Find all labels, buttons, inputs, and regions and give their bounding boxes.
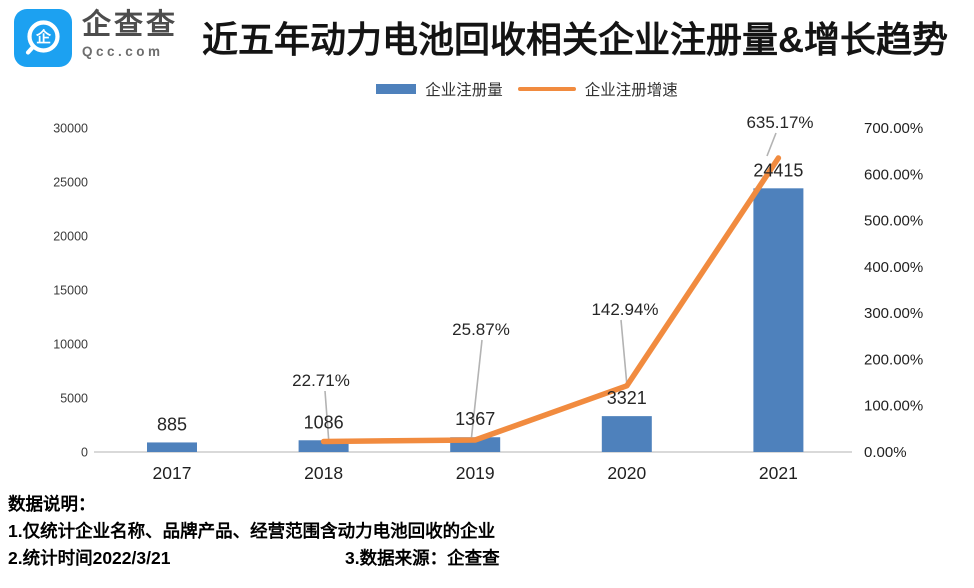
left-axis-tick-label: 15000 [53, 284, 88, 298]
left-axis-tick-label: 20000 [53, 230, 88, 244]
bar-2021 [753, 188, 804, 452]
right-axis-tick-label: 600.00% [864, 166, 923, 183]
logo-glyph: 企 [35, 28, 52, 46]
x-axis-label-2018: 2018 [304, 463, 343, 483]
bar-2017 [147, 442, 197, 452]
x-axis-label-2021: 2021 [759, 463, 798, 483]
label-leader-line [620, 319, 628, 387]
right-axis-tick-label: 100.00% [864, 398, 923, 415]
growth-rate-line [320, 155, 782, 445]
combo-chart: 0 5000 10000 15000 20000 25000 30000 0.00% 100.0… [53, 113, 923, 483]
left-axis-tick-label: 5000 [60, 392, 88, 406]
left-axis-tick-label: 30000 [53, 122, 88, 136]
brand-name: 企查查 [82, 9, 179, 41]
growth-value-label-2018: 22.71% [292, 371, 350, 390]
legend-line-swatch [517, 86, 576, 92]
growth-value-label-2020: 142.94% [591, 300, 658, 319]
bar-value-label-2020: 3321 [607, 388, 647, 408]
brand-domain: Qcc.com [82, 44, 164, 59]
footer-note-3: 3.数据来源：企查查 [345, 548, 500, 568]
legend-bar-swatch [376, 84, 417, 94]
footer-notes: 数据说明： 1.仅统计企业名称、品牌产品、经营范围含动力电池回收的企业 2.统计… [8, 491, 968, 572]
left-axis-tick-label: 10000 [53, 338, 88, 352]
bar-value-label-2019: 1367 [455, 409, 495, 429]
footer-line-3: 2.统计时间2022/3/21 3.数据来源：企查查 [8, 545, 968, 572]
right-axis-tick-label: 200.00% [864, 351, 923, 368]
brand: 企 企查查 Qcc.com [14, 9, 178, 67]
label-leader-line [470, 339, 483, 443]
label-leader-line [766, 132, 777, 157]
right-axis-tick-label: 400.00% [864, 259, 923, 276]
growth-value-label-2021: 635.17% [746, 113, 813, 132]
right-axis-tick-label: 0.00% [864, 444, 907, 461]
bar-value-label-2018: 1086 [304, 412, 344, 432]
bar-2020 [601, 416, 652, 452]
bar-2018 [298, 440, 349, 452]
footer-heading: 数据说明： [8, 494, 96, 514]
legend: 企业注册量 企业注册增速 [40, 78, 974, 100]
right-axis-tick-label: 500.00% [864, 213, 923, 230]
bar-value-label-2021: 24415 [753, 160, 803, 180]
right-axis-tick-label: 700.00% [864, 120, 923, 137]
x-axis-label-2019: 2019 [456, 463, 495, 483]
left-axis-tick-label: 25000 [53, 176, 88, 190]
qcc-logo-icon: 企 [14, 9, 72, 67]
legend-label-growth: 企业注册增速 [584, 82, 678, 99]
bar-value-label-2017: 885 [157, 414, 187, 434]
growth-value-label-2019: 25.87% [452, 320, 510, 339]
chart-title: 近五年动力电池回收相关企业注册量&增长趋势 [202, 19, 948, 60]
footer-note-1: 1.仅统计企业名称、品牌产品、经营范围含动力电池回收的企业 [8, 521, 496, 541]
x-axis-label-2017: 2017 [153, 463, 192, 483]
x-axis-label-2020: 2020 [607, 463, 646, 483]
left-axis-tick-label: 0 [81, 446, 88, 460]
brand-text: 企查查 Qcc.com [82, 9, 178, 59]
footer-note-2: 2.统计时间2022/3/21 [8, 548, 171, 568]
legend-label-registrations: 企业注册量 [425, 82, 503, 99]
right-axis-tick-label: 300.00% [864, 305, 923, 322]
label-leader-line [324, 390, 330, 445]
